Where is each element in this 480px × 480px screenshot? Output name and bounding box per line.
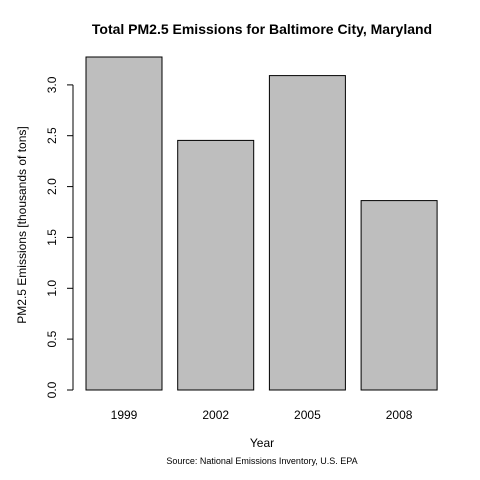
- y-axis-label: PM2.5 Emissions [thousands of tons]: [15, 126, 29, 323]
- x-tick-labels: 1999 2002 2005 2008: [111, 408, 413, 422]
- x-tick-label: 1999: [111, 408, 138, 422]
- source-caption: Source: National Emissions Inventory, U.…: [166, 456, 357, 466]
- x-axis-label: Year: [250, 436, 274, 450]
- y-tick-label: 1.5: [45, 229, 59, 246]
- x-tick-label: 2008: [386, 408, 413, 422]
- bar-1999: [85, 56, 163, 391]
- x-tick-label: 2005: [294, 408, 321, 422]
- y-tick-label: 0.0: [45, 381, 59, 398]
- bar-2005: [268, 75, 346, 391]
- y-axis: 0.0 0.5 1.0 1.5 2.0 2.5 3.0: [45, 76, 74, 398]
- bar-2002: [177, 139, 255, 391]
- y-tick-label: 0.5: [45, 330, 59, 347]
- bars: [85, 56, 438, 391]
- y-tick-label: 2.0: [45, 178, 59, 195]
- x-tick-label: 2002: [202, 408, 229, 422]
- chart-title: Total PM2.5 Emissions for Baltimore City…: [92, 21, 432, 37]
- y-tick-label: 2.5: [45, 127, 59, 144]
- y-tick-label: 1.0: [45, 280, 59, 297]
- y-tick-label: 3.0: [45, 76, 59, 93]
- bar-2008: [360, 200, 438, 391]
